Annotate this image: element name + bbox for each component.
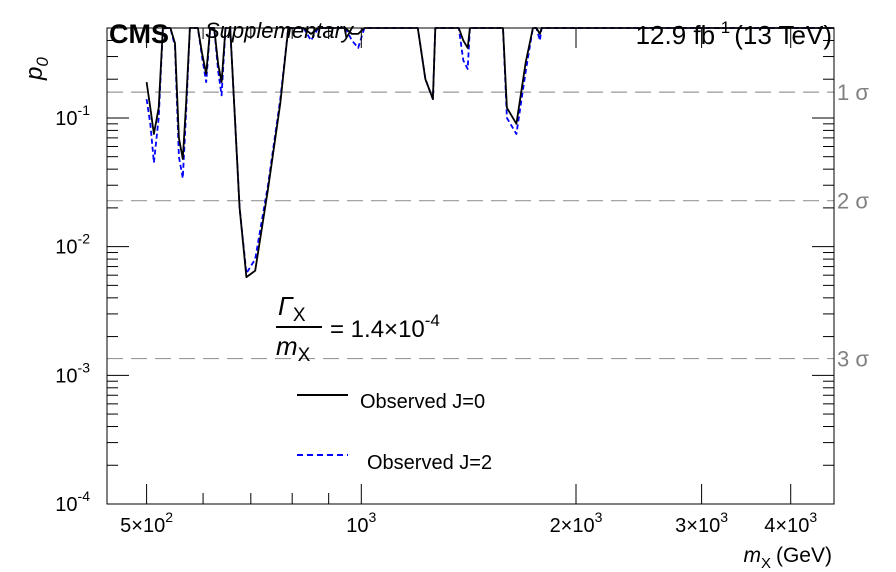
y-tick-label: 10-2 [55,231,90,259]
sigma-label-1: 1 σ [837,80,869,105]
y-tick-label: 10-3 [55,359,90,387]
y-axis-symbol: p [21,67,48,81]
sigma-lines: 1 σ 2 σ 3 σ [107,80,869,372]
series-line-j0 [145,27,834,279]
x-axis-subscript: X [761,555,771,572]
x-tick-label: 2×103 [550,509,603,537]
y-axis-label: p0 [21,57,52,81]
annotation-value: = 1.4×10-4 [330,311,440,343]
width-annotation: ΓX mX = 1.4×10-4 [276,291,440,366]
legend-label-j0: Observed J=0 [360,391,485,413]
legend: Observed J=0 Observed J=2 [297,391,492,474]
series-layer [145,27,834,279]
energy-label: (13 TeV) [734,20,832,50]
annotation-numerator: ΓX [278,291,306,326]
y-axis-subscript: 0 [33,57,52,67]
annotation-value-mantissa: = 1.4×10 [330,316,425,343]
cms-label: CMS [109,19,169,49]
annotation-gamma: Γ [278,291,294,321]
x-axis-label: mX (GeV) [743,544,832,572]
annotation-gamma-sub: X [293,305,306,326]
annotation-m: m [276,331,298,361]
legend-label-j2: Observed J=2 [367,452,492,474]
ticks: 10-1 10-2 10-3 10-4 5×102 103 2×103 3×103 4×103 [55,27,834,537]
sigma-label-2: 2 σ [837,189,869,214]
lumi-value: 12.9 fb [636,20,716,50]
annotation-denominator: mX [276,331,311,366]
supplementary-label: Supplementary [205,18,355,43]
y-tick-label: 10-1 [55,102,90,130]
x-tick-label: 103 [346,509,376,537]
x-tick-label: 4×103 [764,509,817,537]
x-axis-unit: (GeV) [776,544,832,567]
x-tick-label: 3×103 [675,509,728,537]
annotation-m-sub: X [298,345,311,366]
lumi-label: 12.9 fb-1 (13 TeV) [636,18,832,50]
y-tick-label: 10-4 [55,488,90,516]
annotation-value-exponent: -4 [425,311,440,330]
series-line-j2 [145,27,834,275]
plot-frame [106,27,835,505]
x-axis-symbol: m [743,544,761,567]
sigma-label-3: 3 σ [837,347,869,372]
x-tick-label: 5×102 [120,509,173,537]
lumi-exponent: -1 [715,18,730,37]
